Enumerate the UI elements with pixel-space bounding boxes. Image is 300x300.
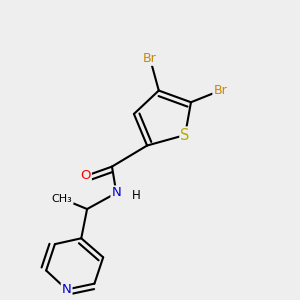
Text: Br: Br <box>213 84 227 97</box>
Text: H: H <box>132 189 140 203</box>
Text: CH₃: CH₃ <box>52 194 73 204</box>
Text: S: S <box>180 128 190 142</box>
Text: N: N <box>112 186 121 200</box>
Text: N: N <box>62 283 71 296</box>
Text: Br: Br <box>143 52 157 65</box>
Text: O: O <box>80 169 91 182</box>
